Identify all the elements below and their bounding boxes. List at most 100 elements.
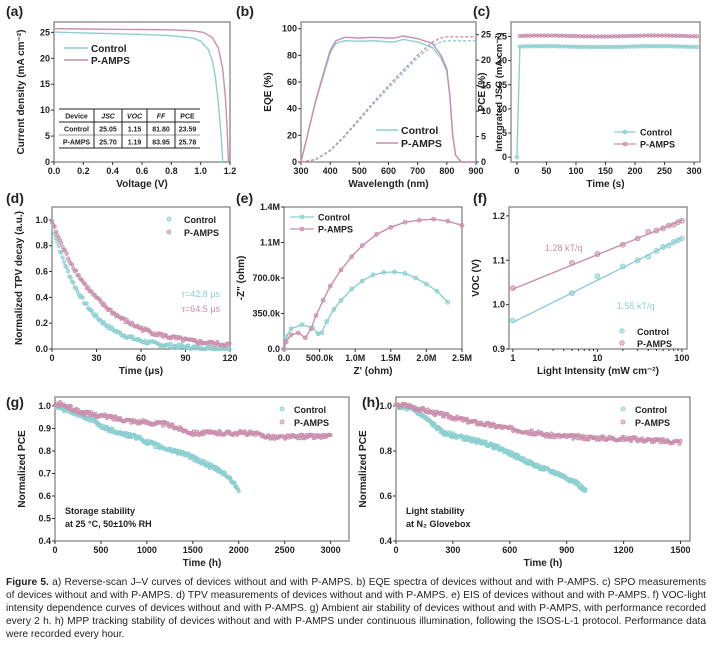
- nyquist-point: [324, 319, 330, 325]
- spo-point: [662, 44, 668, 49]
- y-tick-label: 25: [497, 31, 507, 41]
- spo-point: [538, 43, 544, 49]
- x-tick-label: 1.2: [224, 166, 237, 176]
- x-tick-label: 100: [674, 353, 689, 363]
- y-tick-label: 0.8: [35, 241, 48, 251]
- y-tick-label: 20: [40, 53, 50, 63]
- x-axis-label: Time (h): [524, 558, 563, 569]
- y-tick-label: 15: [40, 79, 50, 89]
- y-tick-label: 80: [287, 50, 297, 60]
- spo-point: [546, 43, 551, 49]
- tpv-point: [227, 341, 232, 346]
- nyquist-line: [283, 271, 449, 350]
- voc-point: [665, 242, 672, 249]
- spo-point: [563, 44, 569, 49]
- spo-point: [581, 44, 586, 50]
- spo-point: [623, 44, 629, 49]
- nyquist-point: [349, 254, 355, 260]
- spo-point: [680, 33, 686, 39]
- jv-parameter-table: Device JSC VOC FF PCE Control 25.05 1.15 81.80 23…: [59, 108, 200, 149]
- nyquist-point: [413, 275, 419, 281]
- stability-point: [328, 433, 333, 438]
- table-cell: 81.80: [152, 127, 170, 134]
- spo-point: [602, 34, 608, 39]
- tpv-point: [84, 301, 89, 306]
- nyquist-point: [459, 222, 465, 228]
- y2-tick-label: 15: [481, 81, 491, 91]
- x-tick-label: 1500: [671, 545, 691, 555]
- x-tick-label: 500.0k: [306, 353, 335, 363]
- spo-point: [517, 33, 523, 39]
- y-tick-label: 0.9: [492, 344, 505, 354]
- x-tick-label: 300: [687, 166, 702, 176]
- spo-point: [609, 34, 615, 39]
- y-tick-label: 1.1: [492, 255, 505, 265]
- stability-point: [300, 432, 305, 437]
- legend-label: P-AMPS: [401, 138, 442, 150]
- table-cell: 1.19: [128, 140, 142, 147]
- spo-point: [581, 34, 586, 39]
- x-axis-label: Voltage (V): [116, 179, 167, 190]
- stability-point: [93, 411, 98, 416]
- stability-point: [678, 438, 683, 443]
- legend-label: P-AMPS: [640, 140, 675, 150]
- x-tick-label: 300: [445, 545, 460, 555]
- y-tick-label: 10: [40, 105, 50, 115]
- y-tick-label: 0.8: [379, 446, 392, 456]
- x-axis-label: Time (μs): [119, 366, 163, 377]
- nyquist-point: [331, 307, 337, 312]
- y2-tick-label: 20: [481, 55, 491, 65]
- tpv-point: [54, 229, 59, 234]
- voc-point: [645, 228, 652, 235]
- nyquist-point: [423, 281, 429, 287]
- table-header: JSC: [101, 114, 116, 121]
- spo-point: [531, 44, 537, 49]
- x-tick-label: 0.0: [278, 353, 291, 363]
- legend-marker: [299, 226, 305, 232]
- x-tick-label: 200: [628, 166, 643, 176]
- nyquist-point: [381, 270, 387, 275]
- y-tick-label: 1.0: [492, 300, 505, 310]
- spo-point: [542, 33, 547, 38]
- tpv-point: [64, 251, 69, 256]
- panel-label: (d): [6, 190, 24, 206]
- panel-label: (g): [6, 394, 24, 410]
- x-tick-label: 800: [439, 166, 454, 176]
- x-tick-label: 0.6: [136, 166, 149, 176]
- stability-point: [161, 423, 166, 428]
- spo-point: [638, 33, 643, 38]
- stability-point: [228, 475, 233, 480]
- y-tick-label: 1.1M: [260, 238, 280, 248]
- spo-point: [666, 44, 671, 49]
- tpv-point: [64, 265, 69, 270]
- y-tick-label: 0.9: [38, 424, 51, 434]
- spo-point: [602, 44, 608, 50]
- spo-point: [546, 33, 551, 38]
- y-tick-label: 1.0: [38, 401, 51, 411]
- y-tick-label: 20: [497, 56, 507, 66]
- spo-point: [648, 33, 654, 38]
- y-tick-label: 700.0k: [252, 273, 281, 283]
- legend-marker: [279, 419, 285, 425]
- spo-point: [528, 44, 533, 49]
- spo-point: [620, 44, 625, 49]
- panel-label: (a): [6, 3, 23, 19]
- x-tick-label: 100: [568, 166, 583, 176]
- panel-label: (f): [473, 190, 487, 206]
- spo-point: [691, 34, 696, 39]
- voc-point: [670, 221, 677, 228]
- x-tick-label: 1: [510, 353, 515, 363]
- legend-label: Control: [91, 44, 127, 55]
- plot-frame: [508, 206, 688, 350]
- jv-curve-p-amps: [53, 28, 230, 163]
- nyquist-point: [288, 332, 294, 338]
- spo-point: [595, 44, 601, 50]
- y-axis-label: PCE (%): [477, 73, 488, 112]
- spo-point: [549, 33, 554, 38]
- legend-label: P-AMPS: [637, 339, 672, 349]
- x-tick-label: 2.5M: [452, 353, 472, 363]
- spo-point: [623, 33, 629, 39]
- tau-annotation: τ=42.8 μs: [181, 289, 220, 299]
- spo-point: [613, 34, 618, 39]
- legend-label: Control: [637, 327, 669, 337]
